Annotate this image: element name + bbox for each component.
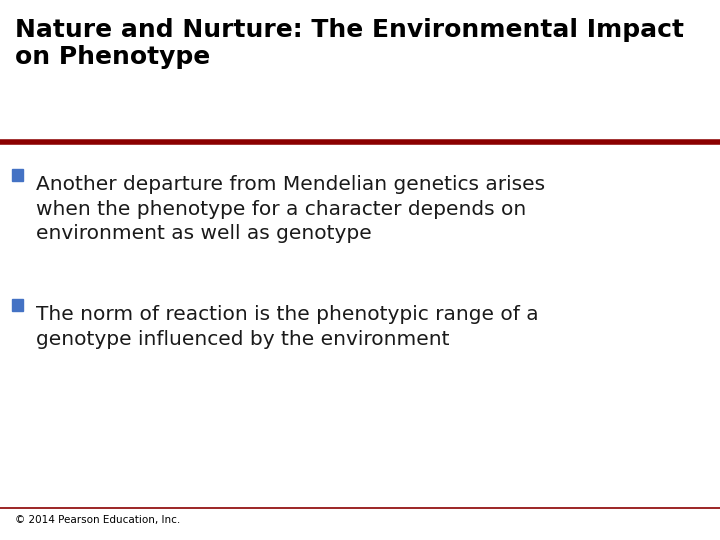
- Bar: [12, 169, 23, 181]
- Bar: [12, 299, 23, 311]
- Text: The norm of reaction is the phenotypic range of a
genotype influenced by the env: The norm of reaction is the phenotypic r…: [36, 305, 539, 349]
- Text: Nature and Nurture: The Environmental Impact
on Phenotype: Nature and Nurture: The Environmental Im…: [15, 18, 684, 69]
- Text: Another departure from Mendelian genetics arises
when the phenotype for a charac: Another departure from Mendelian genetic…: [36, 175, 545, 244]
- Text: © 2014 Pearson Education, Inc.: © 2014 Pearson Education, Inc.: [15, 515, 180, 525]
